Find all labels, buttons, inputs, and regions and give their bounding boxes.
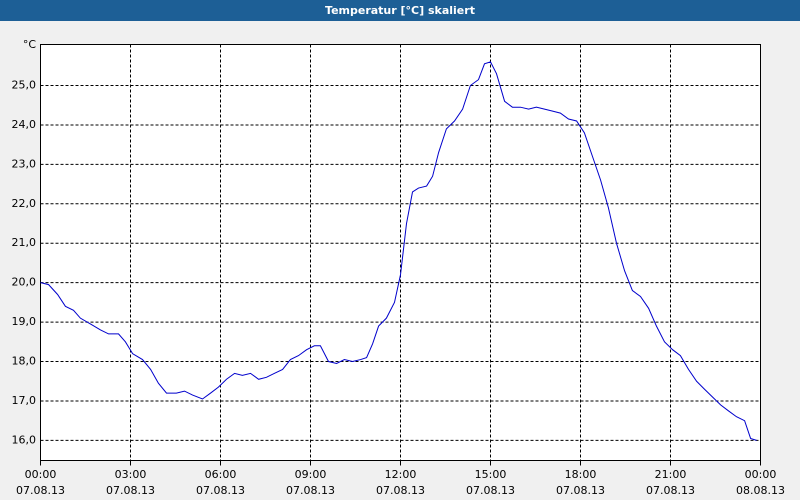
title-bar	[0, 0, 800, 21]
chart-title: Temperatur [°C] skaliert	[325, 4, 475, 17]
y-tick-label: 16,0	[12, 433, 37, 446]
x-tick-label: 07.08.13	[646, 484, 695, 497]
temperature-line	[40, 61, 757, 441]
y-tick-label: 20,0	[12, 276, 37, 289]
y-unit: °C	[23, 38, 37, 51]
x-tick-label: 07.08.13	[16, 484, 65, 497]
y-tick-label: 23,0	[12, 157, 37, 170]
x-tick-label: 07.08.13	[106, 484, 155, 497]
y-tick-label: 22,0	[12, 197, 37, 210]
x-tick-label: 07.08.13	[556, 484, 605, 497]
y-tick-label: 18,0	[12, 355, 37, 368]
x-tick-label: 21:00	[655, 468, 687, 481]
y-tick-label: 19,0	[12, 315, 37, 328]
x-tick-label: 15:00	[475, 468, 507, 481]
x-tick-label: 07.08.13	[466, 484, 515, 497]
y-tick-label: 21,0	[12, 236, 37, 249]
x-tick-label: 03:00	[115, 468, 147, 481]
y-tick-label: 17,0	[12, 394, 37, 407]
y-tick-label: 24,0	[12, 118, 37, 131]
x-tick-label: 00:00	[745, 468, 777, 481]
x-tick-label: 00:00	[25, 468, 57, 481]
x-tick-label: 08.08.13	[736, 484, 785, 497]
x-tick-label: 18:00	[565, 468, 597, 481]
y-tick-label: 25,0	[12, 79, 37, 92]
x-tick-label: 06:00	[205, 468, 237, 481]
x-tick-label: 07.08.13	[196, 484, 245, 497]
x-tick-label: 07.08.13	[286, 484, 335, 497]
x-tick-label: 09:00	[295, 468, 327, 481]
x-tick-label: 07.08.13	[376, 484, 425, 497]
x-tick-label: 12:00	[385, 468, 417, 481]
